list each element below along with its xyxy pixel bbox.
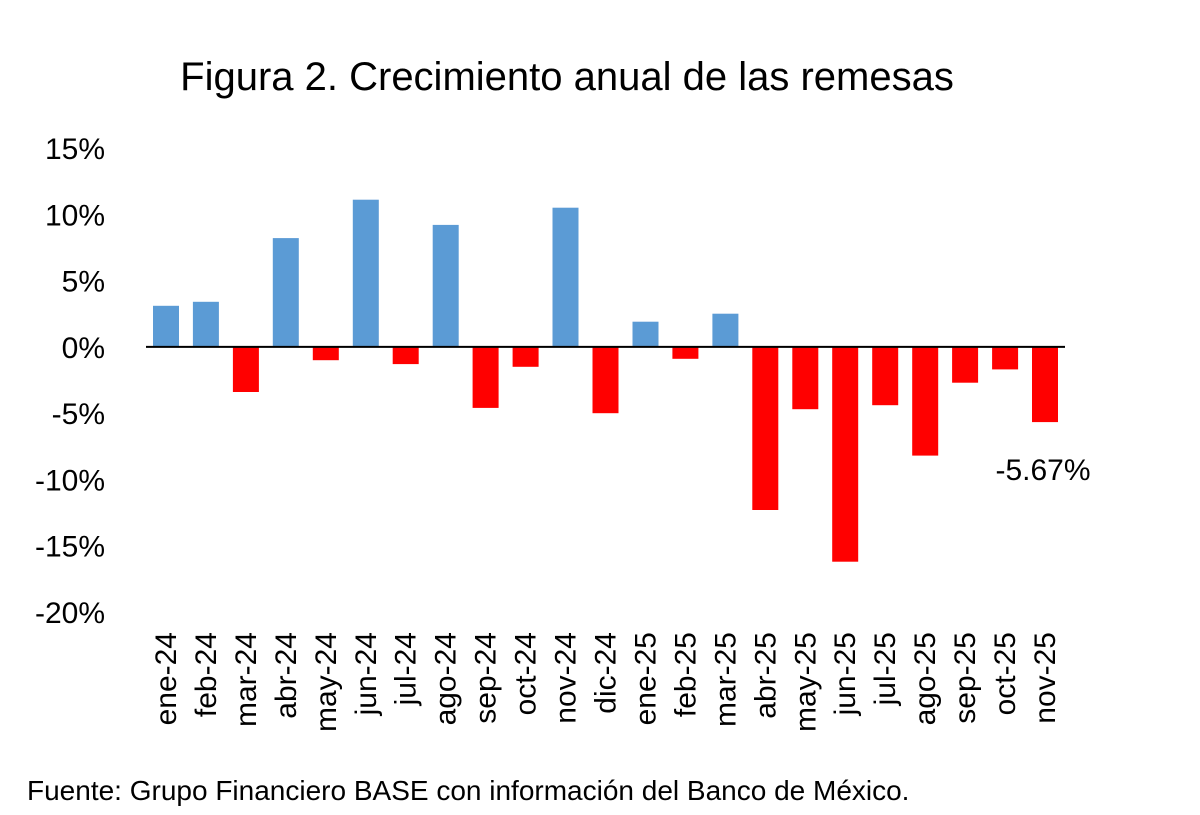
x-tick-label: mar-25 bbox=[709, 632, 742, 727]
x-tick-label: may-24 bbox=[310, 632, 343, 732]
bar-jul-24 bbox=[392, 346, 419, 365]
y-tick-label: 0% bbox=[62, 332, 105, 365]
bar-may-24 bbox=[312, 346, 339, 361]
x-tick-label: feb-24 bbox=[190, 632, 223, 717]
x-tick-label: oct-24 bbox=[510, 632, 543, 715]
bar-ene-24 bbox=[153, 305, 179, 347]
bars-group bbox=[153, 199, 1058, 562]
bar-sep-24 bbox=[472, 346, 499, 408]
x-axis-tick-labels: ene-24 feb-24 mar-24 abr-24 may-24 jun-24 jul-… bbox=[150, 632, 1062, 732]
bar-ene-25 bbox=[632, 321, 659, 347]
bar-mar-25 bbox=[712, 313, 739, 347]
x-tick-label: ago-25 bbox=[909, 632, 942, 725]
x-tick-label: may-25 bbox=[789, 632, 822, 732]
bar-mar-24 bbox=[232, 346, 259, 392]
x-tick-label: jul-24 bbox=[390, 632, 423, 706]
bar-feb-24 bbox=[192, 301, 219, 347]
y-tick-label: 10% bbox=[45, 199, 105, 232]
y-axis-tick-labels: 15% 10% 5% 0% -5% -10% -15% -20% bbox=[35, 133, 105, 630]
x-tick-label: nov-25 bbox=[1029, 632, 1062, 724]
x-tick-label: mar-24 bbox=[230, 632, 263, 727]
bar-may-25 bbox=[792, 346, 819, 410]
x-tick-label: ene-24 bbox=[150, 632, 183, 725]
x-tick-label: nov-24 bbox=[550, 632, 583, 724]
last-value-annotation: -5.67% bbox=[995, 454, 1090, 487]
bar-oct-24 bbox=[512, 346, 539, 367]
x-tick-label: jul-25 bbox=[869, 632, 902, 706]
chart-title: Figura 2. Crecimiento anual de las remes… bbox=[180, 55, 954, 99]
y-tick-label: 15% bbox=[45, 133, 105, 166]
bar-abr-24 bbox=[272, 238, 299, 347]
x-tick-label: sep-25 bbox=[949, 632, 982, 724]
x-tick-label: ago-24 bbox=[430, 632, 463, 725]
x-tick-label: feb-25 bbox=[669, 632, 702, 717]
x-tick-label: oct-25 bbox=[989, 632, 1022, 715]
x-tick-label: abr-24 bbox=[270, 632, 303, 719]
bar-nov-25 bbox=[1032, 346, 1058, 423]
bar-sep-25 bbox=[952, 346, 979, 383]
x-tick-label: dic-24 bbox=[590, 632, 623, 714]
y-tick-label: -10% bbox=[35, 464, 105, 497]
x-tick-label: sep-24 bbox=[470, 632, 503, 724]
x-tick-label: jun-25 bbox=[829, 632, 862, 716]
x-tick-label: ene-25 bbox=[630, 632, 663, 725]
bar-ago-25 bbox=[912, 346, 939, 456]
y-tick-label: 5% bbox=[62, 266, 105, 299]
bar-abr-25 bbox=[752, 346, 779, 510]
source-note: Fuente: Grupo Financiero BASE con inform… bbox=[27, 775, 910, 806]
x-tick-label: jun-24 bbox=[350, 632, 383, 716]
bar-jun-25 bbox=[832, 346, 859, 562]
y-tick-label: -20% bbox=[35, 597, 105, 630]
bar-dic-24 bbox=[592, 346, 619, 414]
bar-jul-25 bbox=[872, 346, 899, 406]
bar-nov-24 bbox=[552, 207, 579, 347]
bar-oct-25 bbox=[992, 346, 1019, 370]
bar-jun-24 bbox=[352, 199, 379, 347]
y-tick-label: -5% bbox=[52, 398, 105, 431]
bar-ago-24 bbox=[432, 224, 459, 347]
x-tick-label: abr-25 bbox=[749, 632, 782, 719]
bar-feb-25 bbox=[672, 346, 699, 359]
y-tick-label: -15% bbox=[35, 531, 105, 564]
